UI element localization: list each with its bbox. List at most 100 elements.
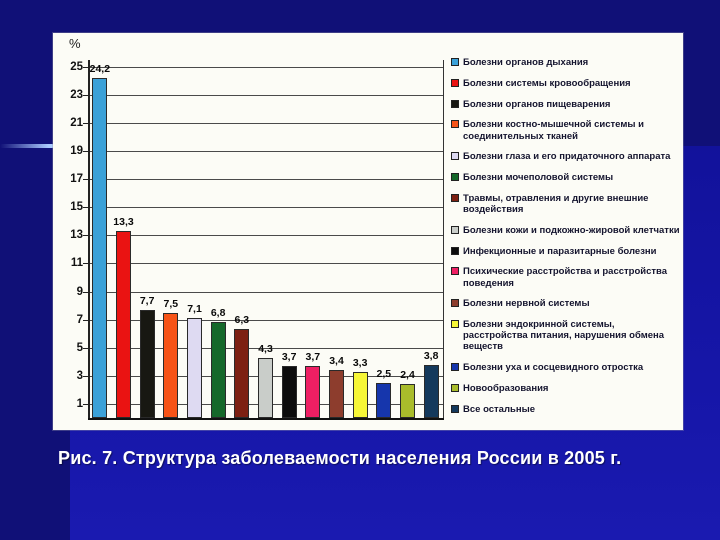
bar [281,366,297,418]
legend-swatch [451,363,459,372]
legend-label: Все остальные [463,403,535,415]
y-axis-tick-label: 17 [70,173,83,186]
y-axis-tick-label: 21 [70,116,83,129]
x-axis-line [88,418,444,420]
chart-panel: % 25 23 21 19 17 15 13 11 9 7 5 3 1 24,2 13,3 7,7 7,5 7,1… [53,33,683,430]
y-axis-tick [83,151,88,153]
gridline [88,263,443,265]
bar-value-label: 3,4 [329,355,344,368]
y-axis-tick-label: 15 [70,201,83,214]
legend-item: Болезни органов пищеварения [451,99,681,110]
legend-swatch [451,225,459,234]
legend-swatch [451,246,459,255]
legend-label: Болезни органов дыхания [463,57,589,68]
y-axis-tick [83,235,88,237]
legend-swatch [451,152,459,161]
y-axis-tick-label: 3 [76,369,83,382]
legend-swatch [451,173,459,182]
y-axis-tick [83,94,88,96]
y-axis-tick [83,375,88,377]
legend-label: Травмы, отравления и другие внешние возд… [463,192,649,215]
legend-item: Травмы, отравления и другие внешние возд… [451,193,681,215]
gridline [88,291,443,293]
bar [187,318,202,418]
legend-swatch [451,299,459,308]
legend-label: Болезни системы кровообращения [463,77,631,89]
bar [139,309,155,418]
bar-value-label: 3,7 [305,351,321,363]
y-axis-tick [83,263,88,265]
bar [258,357,273,418]
legend-item: Все остальные [451,404,681,415]
bar-value-label: 2,4 [400,369,415,382]
bar-value-label: 24,2 [89,62,111,75]
gridline [88,151,443,153]
y-axis-tick-label: 5 [76,341,83,354]
plot-right-border [443,60,444,418]
y-axis-tick-label: 25 [70,60,83,73]
legend-label: Болезни нервной системы [463,298,590,310]
gridline [88,179,443,181]
y-axis-line [88,60,90,420]
legend-label: Болезни мочеполовой системы [463,172,614,184]
y-axis-tick [83,319,88,321]
y-axis-tick-label: 13 [70,229,83,242]
bar [210,322,226,418]
bar-value-label: 7,7 [139,294,155,307]
y-axis-unit-label: % [69,36,81,51]
legend-item: Болезни системы кровообращения [451,78,681,89]
legend-item: Болезни эндокринной системы, расстройств… [451,319,681,353]
legend-item: Болезни кожи и подкожно-жировой клетчатк… [451,225,681,236]
gridline [88,122,443,124]
y-axis-tick [83,347,88,349]
legend-swatch [451,99,459,108]
bar [352,371,368,418]
legend-item: Болезни нервной системы [451,298,681,309]
y-axis-tick-label: 9 [76,285,83,298]
legend-label: Болезни глаза и его придаточного аппарат… [463,151,671,163]
bar [329,370,344,418]
bar-value-label: 13,3 [113,216,134,229]
legend-item: Болезни уха и сосцевидного отростка [451,362,681,373]
bar [92,77,108,418]
legend-swatch [451,383,459,392]
gridline [88,347,443,349]
bar-value-label: 6,3 [234,314,250,327]
y-axis-tick [83,66,88,68]
bar [376,382,392,418]
figure-caption: Рис. 7. Структура заболеваемости населен… [58,448,622,468]
legend-swatch [451,58,459,66]
bar-value-label: 3,7 [281,351,297,363]
legend-label: Психические расстройства и расстройства … [463,266,668,289]
legend-item: Болезни органов дыхания [451,57,681,68]
bar-value-label: 7,1 [187,303,202,316]
gridline [88,94,443,96]
legend-label: Болезни костно-мышечной системы и соедин… [463,119,644,142]
legend-item: Болезни глаза и его придаточного аппарат… [451,151,681,162]
bar [234,329,250,418]
y-axis-tick-label: 1 [76,397,83,410]
legend-label: Болезни эндокринной системы, расстройств… [463,319,665,353]
y-axis-tick-label: 11 [70,257,83,270]
gridline [88,66,443,68]
legend-item: Инфекционные и паразитарные болезни [451,246,681,257]
legend-swatch [451,267,459,276]
y-axis-tick-label: 23 [70,88,83,101]
legend-item: Болезни мочеполовой системы [451,172,681,183]
bar-value-label: 3,8 [423,349,439,362]
legend-swatch [451,78,459,87]
legend-swatch [451,320,459,329]
bar [116,231,131,418]
legend-swatch [451,404,459,413]
bar [163,312,179,418]
legend-swatch [451,193,459,202]
y-axis-tick [83,207,88,209]
y-axis-tick-label: 7 [76,313,83,326]
gridline [88,235,443,237]
bar-value-label: 2,5 [376,367,392,380]
gridline [88,319,443,321]
bar [305,366,321,418]
bar-value-label: 6,8 [210,307,226,320]
legend-label: Болезни органов пищеварения [463,98,611,110]
legend-label: Болезни уха и сосцевидного отростка [463,362,644,374]
